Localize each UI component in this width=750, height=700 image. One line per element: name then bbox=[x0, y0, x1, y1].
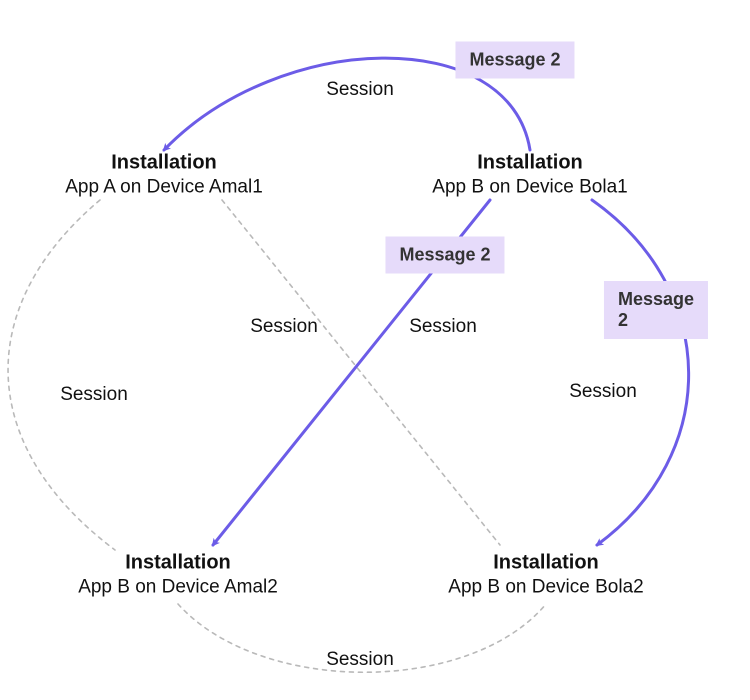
node-subtitle: App B on Device Bola1 bbox=[432, 177, 627, 199]
session-label-midleft: Session bbox=[250, 316, 318, 338]
session-label-right: Session bbox=[569, 381, 637, 403]
node-tr: Installation App B on Device Bola1 bbox=[432, 152, 627, 199]
arrow-edge-right-arc bbox=[592, 200, 689, 545]
dashed-edge-left-arc bbox=[8, 200, 115, 550]
node-title: Installation bbox=[448, 552, 643, 575]
session-label-top: Session bbox=[326, 79, 394, 101]
session-label-midright: Session bbox=[409, 316, 477, 338]
node-bl: Installation App B on Device Amal2 bbox=[78, 552, 278, 599]
session-label-left: Session bbox=[60, 384, 128, 406]
message-badge-mid: Message 2 bbox=[385, 237, 504, 274]
node-subtitle: App B on Device Amal2 bbox=[78, 577, 278, 599]
node-title: Installation bbox=[65, 152, 263, 175]
node-title: Installation bbox=[78, 552, 278, 575]
diagram-canvas: Installation App A on Device Amal1 Insta… bbox=[0, 0, 750, 700]
node-subtitle: App A on Device Amal1 bbox=[65, 177, 263, 199]
message-badge-top: Message 2 bbox=[455, 42, 574, 79]
node-title: Installation bbox=[432, 152, 627, 175]
message-badge-right: Message 2 bbox=[604, 281, 708, 339]
session-label-bottom: Session bbox=[326, 649, 394, 671]
node-tl: Installation App A on Device Amal1 bbox=[65, 152, 263, 199]
node-subtitle: App B on Device Bola2 bbox=[448, 577, 643, 599]
node-br: Installation App B on Device Bola2 bbox=[448, 552, 643, 599]
